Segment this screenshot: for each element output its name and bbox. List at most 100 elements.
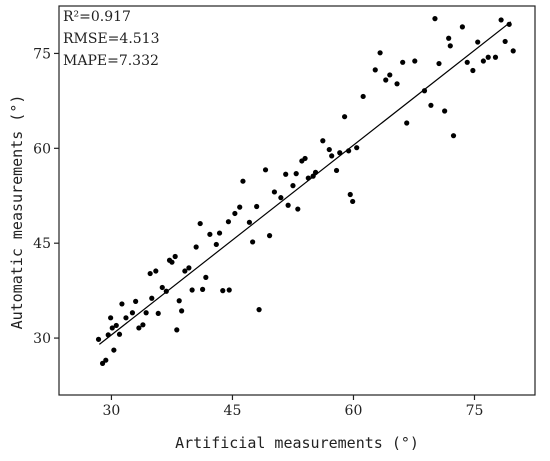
- data-point: [278, 195, 284, 201]
- data-point: [510, 48, 516, 54]
- data-point: [220, 288, 226, 294]
- data-point: [189, 287, 195, 293]
- data-point: [480, 58, 486, 64]
- data-point: [283, 171, 289, 177]
- data-point: [432, 16, 438, 22]
- data-point: [450, 133, 457, 139]
- data-point: [95, 336, 102, 342]
- data-point: [182, 268, 188, 274]
- data-point: [347, 191, 353, 198]
- data-point: [99, 360, 106, 366]
- data-point: [246, 219, 252, 225]
- data-point: [103, 357, 109, 363]
- data-point: [447, 43, 453, 49]
- data-point: [111, 347, 117, 353]
- data-point: [404, 120, 410, 126]
- data-point: [129, 310, 136, 316]
- data-point: [203, 274, 209, 280]
- data-point: [394, 81, 400, 87]
- x-tick-label: 45: [224, 403, 242, 419]
- data-point: [109, 325, 115, 331]
- data-point: [436, 60, 442, 67]
- stat-mape: MAPE=7.332: [63, 53, 159, 69]
- data-point: [342, 114, 348, 120]
- data-point: [502, 38, 508, 45]
- data-point: [428, 102, 434, 108]
- data-point: [271, 189, 278, 195]
- data-point: [216, 230, 223, 236]
- data-point: [240, 178, 246, 184]
- data-point: [266, 233, 273, 239]
- data-point: [492, 54, 499, 60]
- data-point: [140, 322, 146, 328]
- data-point: [254, 203, 260, 210]
- data-point: [136, 325, 142, 331]
- data-point: [147, 270, 153, 277]
- data-point: [464, 59, 470, 65]
- y-tick-label: 30: [33, 331, 51, 347]
- data-point: [329, 153, 335, 159]
- data-point: [470, 67, 476, 74]
- data-point: [383, 77, 389, 83]
- data-point: [153, 268, 159, 274]
- data-point: [149, 295, 155, 301]
- data-point: [197, 220, 203, 227]
- data-point: [475, 39, 481, 45]
- data-point: [320, 138, 326, 144]
- plot-area: [58, 5, 536, 396]
- data-point: [285, 202, 291, 208]
- data-point: [295, 206, 301, 212]
- data-point: [123, 315, 129, 321]
- data-point: [159, 284, 165, 291]
- data-point: [172, 253, 178, 260]
- regression-line: [98, 21, 512, 345]
- axis-ticks: 30 45 60 75 30 45 60 75: [33, 46, 483, 419]
- data-point: [193, 244, 199, 250]
- data-point: [498, 17, 504, 23]
- data-point: [200, 286, 206, 292]
- y-tick-label: 45: [33, 236, 51, 252]
- data-point: [207, 231, 213, 237]
- data-point: [176, 298, 182, 304]
- data-point: [506, 21, 512, 27]
- data-point: [186, 265, 192, 271]
- data-point: [333, 167, 340, 174]
- data-point: [421, 88, 428, 94]
- data-point: [485, 54, 491, 60]
- data-point: [119, 301, 125, 307]
- data-point: [113, 322, 119, 329]
- data-point: [179, 308, 185, 314]
- data-point: [377, 50, 383, 56]
- data-point: [446, 35, 452, 41]
- stat-r2: R²=0.917: [63, 9, 131, 25]
- y-axis-title: Automatic measurements (°): [8, 95, 26, 330]
- y-tick-label: 75: [33, 46, 51, 62]
- data-point: [143, 310, 149, 316]
- data-points: [95, 16, 516, 366]
- y-tick-label: 60: [33, 141, 51, 157]
- data-point: [108, 315, 114, 321]
- data-point: [232, 210, 238, 217]
- data-point: [442, 108, 448, 114]
- data-point: [225, 219, 232, 225]
- data-point: [116, 331, 123, 337]
- data-point: [360, 93, 366, 100]
- x-axis-title: Artificial measurements (°): [175, 434, 419, 452]
- data-point: [400, 59, 406, 65]
- data-point: [133, 298, 139, 304]
- data-point: [354, 145, 360, 151]
- data-point: [372, 67, 378, 73]
- data-point: [350, 198, 356, 205]
- data-point: [302, 155, 308, 162]
- data-point: [169, 259, 175, 265]
- data-point: [387, 72, 393, 78]
- data-point: [290, 183, 296, 189]
- data-point: [256, 307, 262, 313]
- x-tick-label: 30: [103, 403, 121, 419]
- data-point: [250, 239, 256, 245]
- data-point: [213, 241, 219, 248]
- data-point: [326, 146, 332, 153]
- data-point: [337, 150, 343, 156]
- data-point: [293, 171, 299, 177]
